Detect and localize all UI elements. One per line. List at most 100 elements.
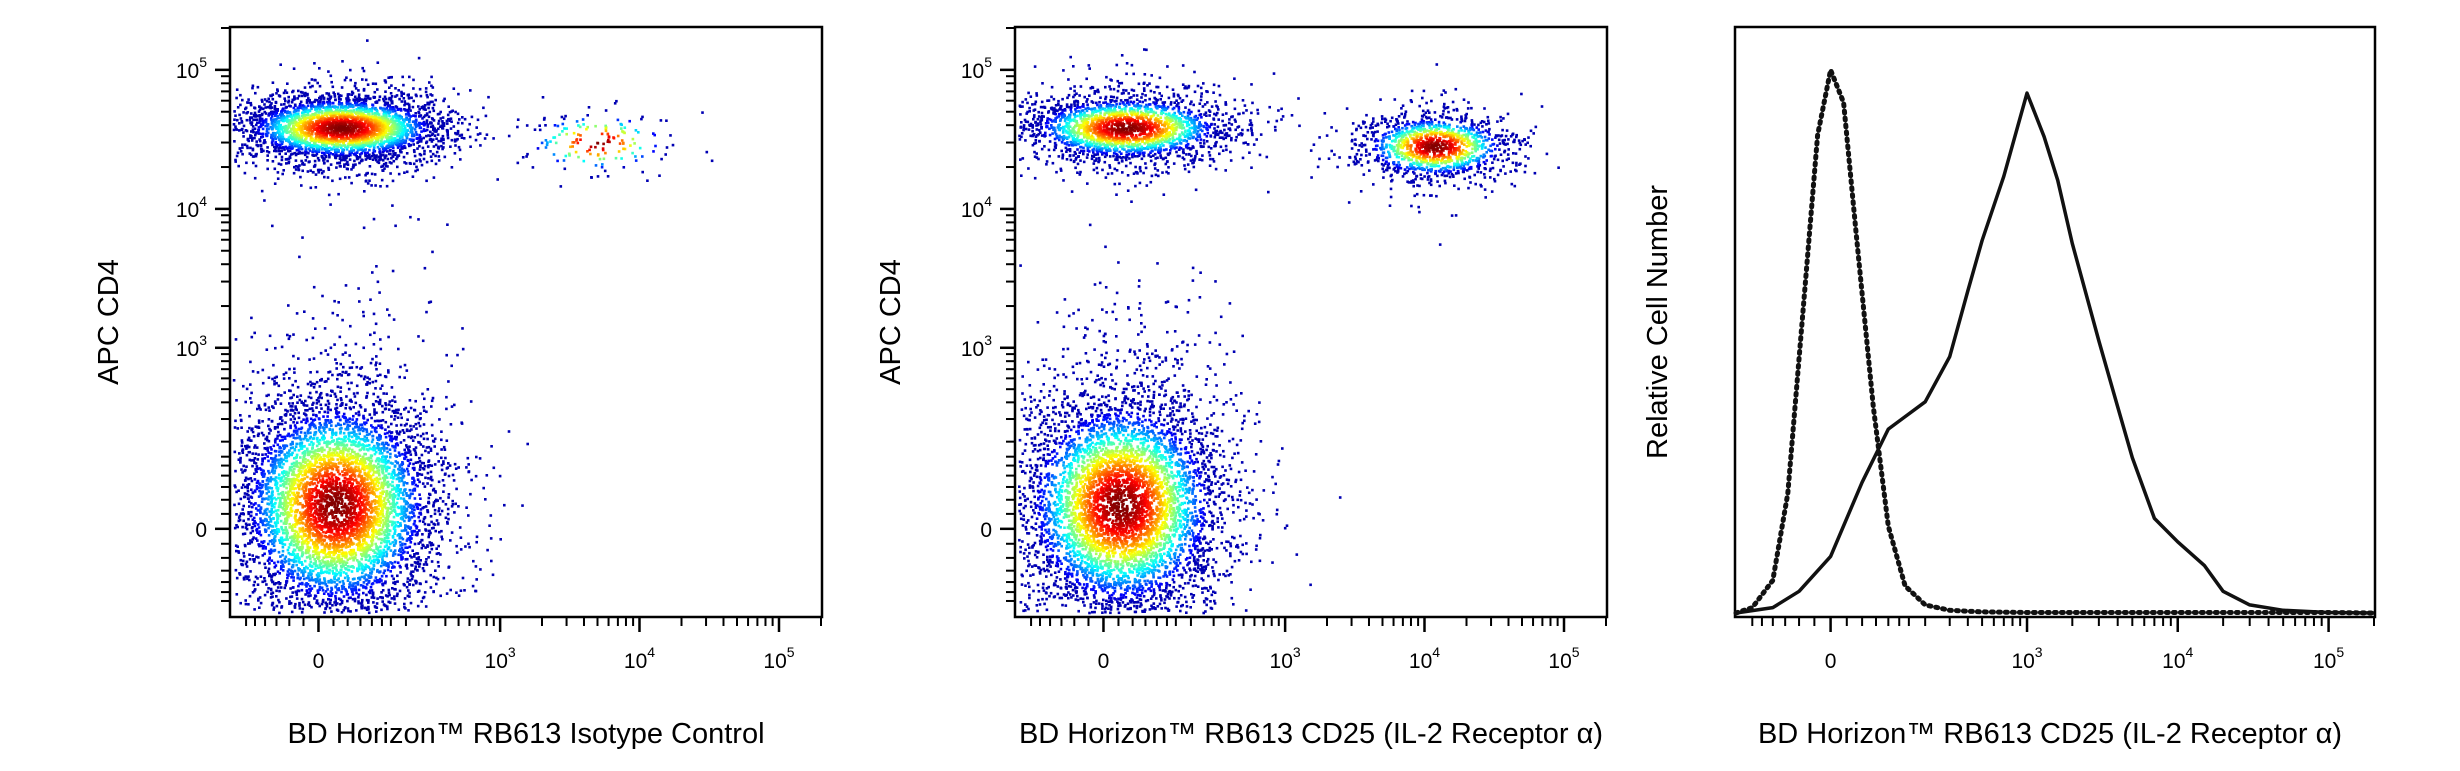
scatter-point — [289, 424, 292, 428]
scatter-point — [326, 405, 330, 409]
scatter-point — [240, 441, 244, 444]
scatter-point — [357, 560, 360, 564]
scatter-point — [282, 137, 286, 141]
scatter-point — [368, 148, 371, 152]
scatter-point — [333, 106, 336, 109]
scatter-point — [395, 141, 398, 144]
scatter-point — [248, 578, 251, 582]
scatter-point — [389, 431, 393, 435]
scatter-point — [270, 487, 274, 490]
scatter-point — [370, 416, 373, 420]
scatter-point — [245, 161, 248, 165]
scatter-point — [292, 436, 296, 439]
scatter-point — [300, 447, 304, 450]
scatter-point — [327, 70, 330, 73]
scatter-point — [410, 96, 413, 100]
scatter-point — [265, 150, 269, 153]
scatter-point — [385, 564, 388, 567]
scatter-point — [397, 126, 401, 130]
scatter-point — [459, 536, 463, 539]
scatter-point — [470, 478, 473, 482]
scatter-point — [415, 552, 418, 555]
scatter-point — [296, 112, 300, 115]
scatter-point — [286, 573, 289, 576]
scatter-point — [339, 603, 342, 606]
scatter-point — [254, 502, 257, 505]
scatter-point — [414, 483, 418, 487]
scatter-point — [416, 471, 419, 475]
scatter-point — [268, 510, 271, 513]
scatter-point — [268, 100, 271, 104]
scatter-point — [368, 165, 372, 168]
scatter-point — [397, 119, 401, 122]
scatter-point — [326, 588, 329, 591]
scatter-point — [430, 520, 433, 524]
scatter-point — [417, 335, 420, 338]
scatter-point — [297, 567, 300, 570]
scatter-point — [309, 557, 312, 560]
scatter-point — [288, 155, 292, 158]
scatter-point — [274, 155, 278, 159]
scatter-point — [294, 152, 298, 156]
scatter-point — [348, 417, 352, 420]
scatter-point — [336, 314, 339, 317]
scatter-point — [423, 516, 427, 519]
scatter-point — [381, 471, 385, 475]
scatter-point — [397, 172, 401, 176]
scatter-point — [414, 451, 417, 455]
scatter-point — [378, 452, 382, 455]
scatter-point — [370, 440, 374, 444]
scatter-point — [362, 581, 366, 584]
scatter-point — [400, 536, 403, 540]
scatter-point — [235, 524, 238, 527]
scatter-point — [333, 299, 336, 303]
scatter-point — [264, 546, 267, 549]
scatter-point — [271, 377, 274, 381]
scatter-point — [367, 601, 370, 604]
scatter-point — [445, 119, 449, 123]
scatter-point — [275, 589, 278, 593]
scatter-point — [282, 373, 286, 376]
scatter-point — [279, 499, 282, 502]
scatter-point — [384, 403, 388, 407]
scatter-point — [397, 493, 400, 496]
scatter-point — [296, 576, 299, 580]
scatter-point — [342, 109, 346, 113]
scatter-point — [435, 547, 438, 550]
scatter-point — [276, 509, 280, 512]
scatter-point — [258, 108, 262, 112]
scatter-point — [285, 162, 288, 165]
scatter-point — [363, 375, 367, 378]
scatter-point — [403, 161, 406, 164]
scatter-point — [425, 134, 428, 138]
scatter-point — [264, 124, 267, 128]
scatter-point — [347, 437, 350, 441]
scatter-point — [292, 333, 295, 336]
scatter-point — [436, 523, 440, 526]
scatter-point — [369, 575, 372, 578]
scatter-point — [311, 447, 314, 450]
scatter-point — [430, 159, 434, 163]
scatter-point — [429, 93, 432, 96]
scatter-point — [344, 419, 348, 422]
scatter-point — [330, 594, 333, 598]
scatter-point — [408, 511, 412, 515]
scatter-point — [312, 285, 316, 289]
scatter-point — [261, 127, 265, 131]
scatter-point — [286, 118, 289, 122]
scatter-point — [395, 94, 399, 97]
scatter-point — [368, 447, 372, 450]
scatter-point — [302, 108, 305, 111]
scatter-point — [358, 432, 361, 435]
scatter-point — [348, 354, 351, 357]
scatter-point — [269, 457, 273, 460]
scatter-point — [575, 120, 579, 123]
scatter-point — [398, 121, 401, 124]
scatter-point — [382, 460, 385, 464]
scatter-point — [448, 464, 452, 467]
scatter-point — [274, 564, 278, 567]
scatter-point — [377, 460, 381, 463]
scatter-point — [429, 155, 433, 158]
scatter-point — [371, 438, 375, 441]
scatter-point — [339, 105, 343, 109]
